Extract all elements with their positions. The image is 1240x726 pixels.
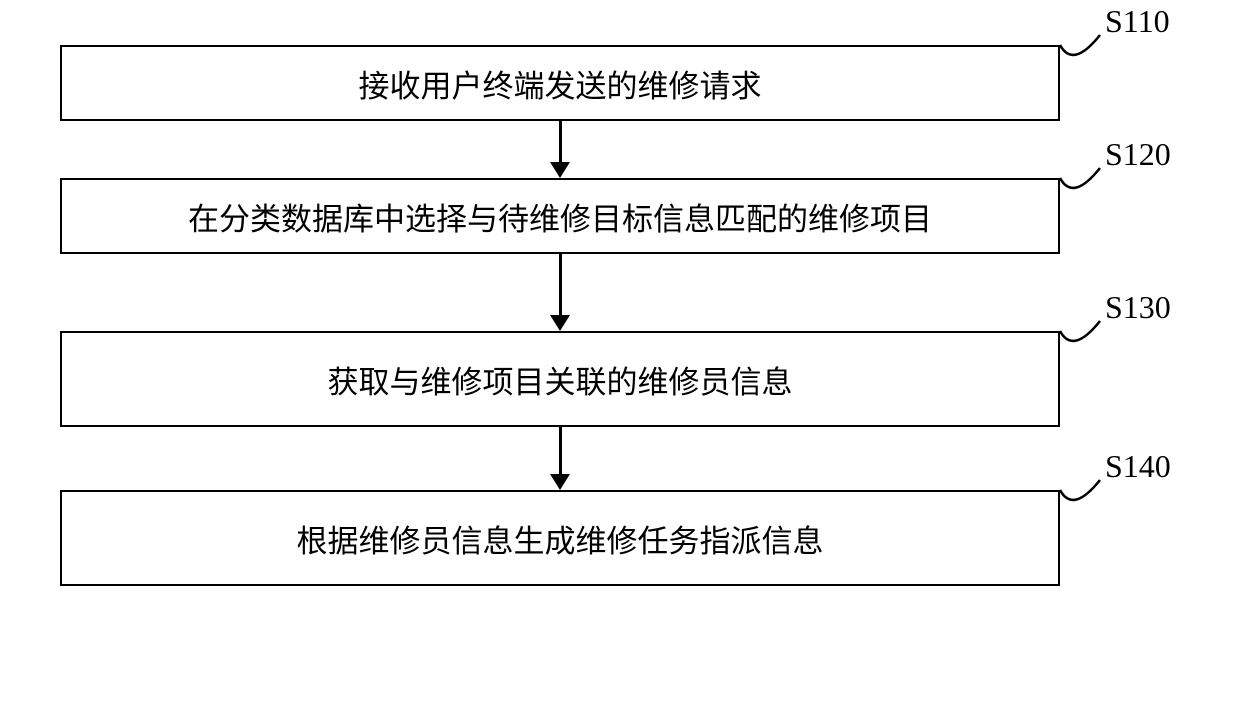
arrow-2 — [60, 254, 1060, 331]
step-text-1: 接收用户终端发送的维修请求 — [359, 61, 762, 106]
step-wrapper-1: 接收用户终端发送的维修请求 S110 — [60, 45, 1180, 121]
step-wrapper-2: 在分类数据库中选择与待维修目标信息匹配的维修项目 S120 — [60, 178, 1180, 254]
step-label-2: S120 — [1105, 136, 1171, 173]
step-box-3: 获取与维修项目关联的维修员信息 — [60, 331, 1060, 427]
step-text-3: 获取与维修项目关联的维修员信息 — [328, 357, 793, 402]
label-curve-4 — [1058, 472, 1103, 517]
step-box-4: 根据维修员信息生成维修任务指派信息 — [60, 490, 1060, 586]
step-wrapper-3: 获取与维修项目关联的维修员信息 S130 — [60, 331, 1180, 427]
flowchart-container: 接收用户终端发送的维修请求 S110 在分类数据库中选择与待维修目标信息匹配的维… — [60, 45, 1180, 586]
step-label-4: S140 — [1105, 448, 1171, 485]
arrow-1 — [60, 121, 1060, 178]
step-text-4: 根据维修员信息生成维修任务指派信息 — [297, 516, 824, 561]
step-label-1: S110 — [1105, 3, 1170, 40]
step-label-3: S130 — [1105, 289, 1171, 326]
step-text-2: 在分类数据库中选择与待维修目标信息匹配的维修项目 — [188, 194, 932, 239]
label-curve-2 — [1058, 160, 1103, 205]
label-curve-1 — [1058, 27, 1103, 72]
step-box-2: 在分类数据库中选择与待维修目标信息匹配的维修项目 — [60, 178, 1060, 254]
step-wrapper-4: 根据维修员信息生成维修任务指派信息 S140 — [60, 490, 1180, 586]
step-box-1: 接收用户终端发送的维修请求 — [60, 45, 1060, 121]
label-curve-3 — [1058, 313, 1103, 358]
arrow-3 — [60, 427, 1060, 490]
